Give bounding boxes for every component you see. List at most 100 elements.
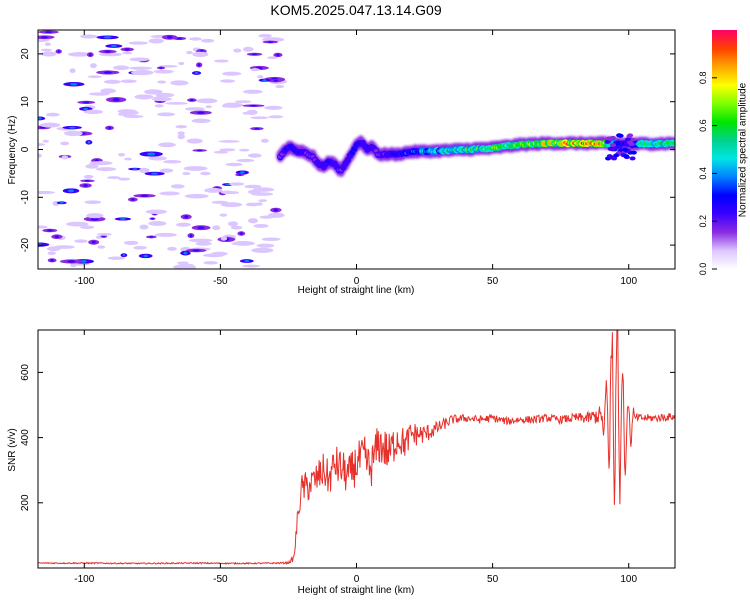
noise-blob-core [196,111,205,114]
noise-blob [123,240,139,246]
noise-blob [41,51,57,57]
noise-blob [128,41,149,45]
noise-blob [219,148,236,152]
snr-series-line [38,330,675,565]
noise-blob [186,138,203,144]
noise-blob [123,114,144,119]
noise-blob [83,109,104,115]
noise-blob-core [122,254,126,257]
noise-blob-core [140,194,149,197]
noise-blob [145,209,168,215]
noise-blob-core [151,172,159,175]
noise-blob-core [240,171,245,174]
noise-blob-core [131,198,135,201]
noise-blob [106,176,121,179]
noise-blob [167,246,177,251]
noise-blob [156,112,176,117]
snr-panel: -100 -50 0 50 100 200 400 600 Height of straig… [7,329,676,596]
noise-blob-core [244,259,250,263]
noise-blob [117,152,126,157]
noise-blob [170,184,185,189]
noise-blob [229,182,245,186]
noise-blob [234,100,252,104]
noise-blob [204,187,223,193]
colorbar: 0.0 0.2 0.4 0.6 0.8 Normalized spectral ampl… [698,30,749,275]
noise-blob [129,57,150,62]
noise-blob [195,241,212,246]
noise-blob-core [192,249,200,252]
snr-x-tick-label: 50 [487,574,499,585]
noise-blob [175,125,188,129]
noise-blob-core [104,50,111,53]
noise-blob [177,131,185,135]
noise-blob-core [166,35,173,39]
snr-x-tick-label: 100 [620,574,637,585]
noise-blob [38,190,55,195]
noise-blob [176,222,191,227]
noise-blob [243,46,254,52]
noise-blob [84,200,102,205]
noise-blob-core [262,79,267,82]
noise-blob-core [68,126,76,129]
noise-blob [129,66,152,70]
noise-blob [245,202,260,207]
noise-blob [86,212,104,219]
noise-blob [158,142,176,148]
ridge-burst-cell [610,143,617,148]
noise-blob [113,65,130,71]
noise-blob [83,174,94,179]
noise-blob [131,69,154,76]
noise-blob [139,224,149,230]
noise-blob [97,245,106,249]
noise-blob-core [276,53,280,57]
noise-blob [253,187,275,192]
ridge-burst-cell [616,133,623,138]
noise-blob [177,133,185,140]
noise-blob [212,225,221,231]
noise-blob-core [159,67,163,69]
noise-blob [185,265,196,269]
noise-blob [256,202,263,206]
noise-blob [39,122,61,128]
noise-blob [239,148,250,152]
colorbar-tick-label: 0.2 [698,215,708,228]
spectrogram-y-tick-label: 0 [20,146,31,152]
noise-blob [200,171,211,176]
noise-blob [189,37,202,41]
colorbar-tick-label: 0.8 [698,72,708,85]
noise-blob [220,202,243,208]
noise-blob [218,140,240,143]
noise-blob [118,177,131,181]
noise-blob [213,150,228,154]
noise-blob [69,68,76,74]
noise-blob [258,199,268,202]
snr-x-tick-label: 0 [354,574,360,585]
noise-blob [89,92,110,96]
noise-blob [267,56,278,60]
noise-blob [139,167,150,174]
spectrogram-y-tick-label: -10 [20,190,31,205]
colorbar-tick-label: 0.0 [698,263,708,276]
noise-blob [188,238,213,243]
noise-blob [250,116,269,120]
noise-blob [61,155,69,160]
noise-blob-core [124,48,130,51]
noise-blob [38,143,46,146]
noise-blob-core [194,71,199,75]
noise-blob-core [103,36,112,39]
noise-blob [107,256,125,260]
noise-blob [233,48,242,53]
noise-blob [40,48,52,52]
noise-blob-core [273,208,278,212]
noise-blob-core [184,215,189,219]
noise-blob-core [102,235,105,238]
noise-blob [120,79,137,84]
noise-blob-core [177,37,182,40]
noise-blob [89,161,113,166]
noise-blob-core [143,254,149,258]
noise-blob [157,80,167,84]
noise-blob [38,153,42,158]
noise-blob-core [249,104,258,107]
noise-blob-core [189,234,193,238]
